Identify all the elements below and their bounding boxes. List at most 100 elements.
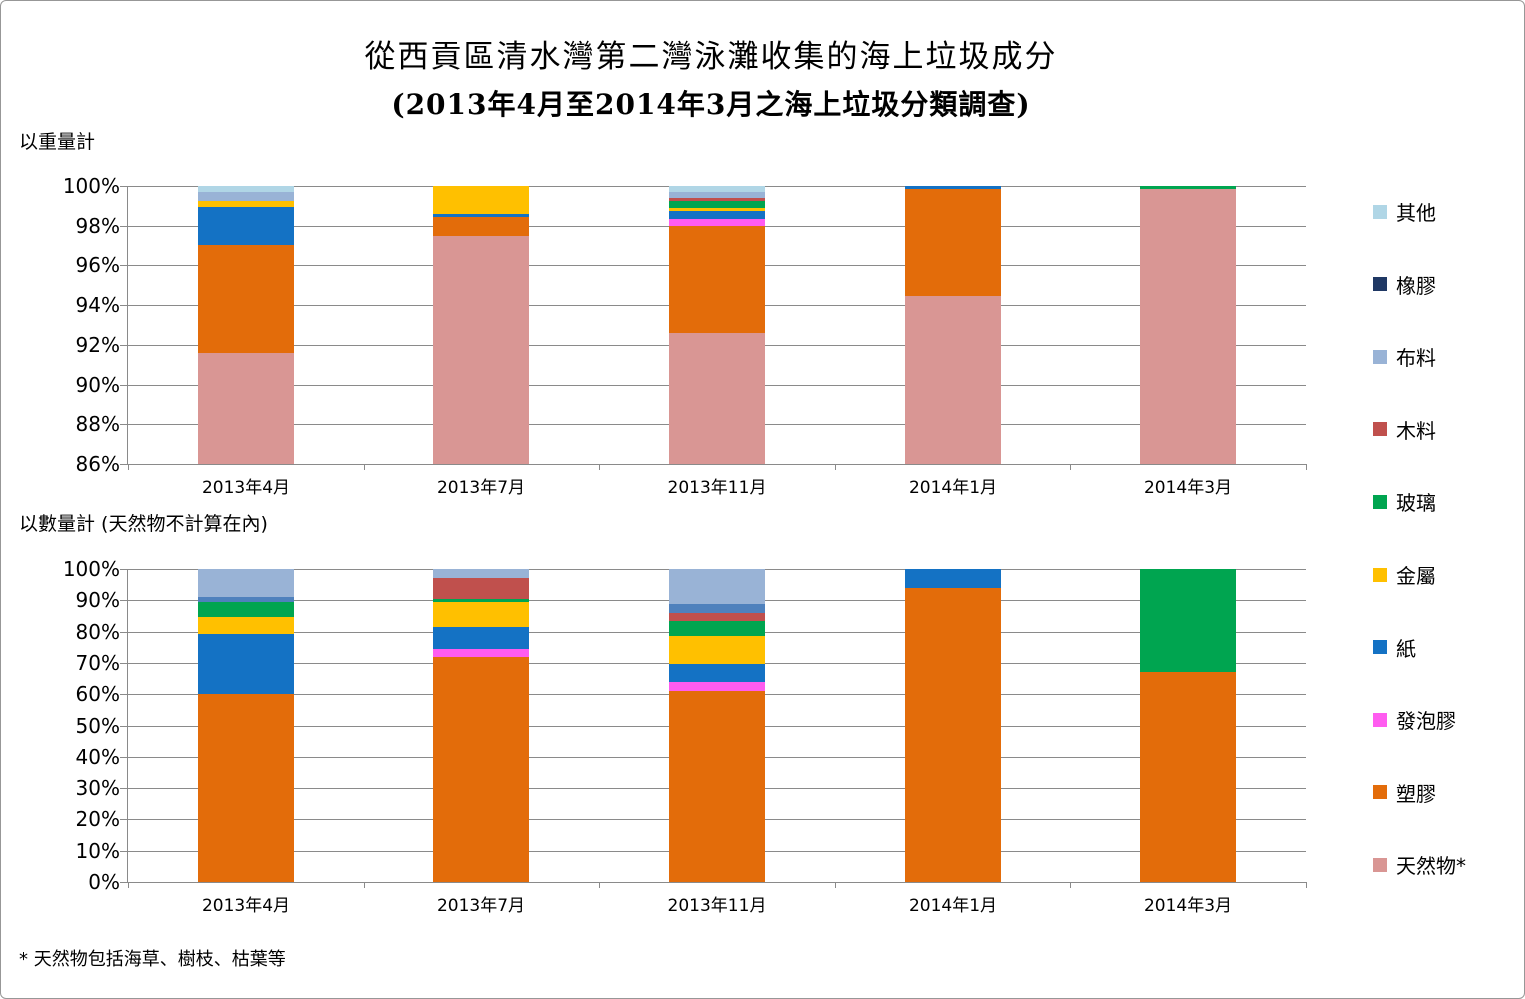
bar-segment-橡膠 <box>198 597 294 602</box>
legend-label: 塑膠 <box>1396 781 1436 806</box>
page-title: 從西貢區清水灣第二灣泳灘收集的海上垃圾成分 <box>364 39 1058 75</box>
y-axis-tick <box>120 424 128 425</box>
legend-item-塑膠: 塑膠 <box>1373 778 1436 807</box>
bar-segment-塑膠 <box>905 188 1001 297</box>
bar-segment-金屬 <box>198 200 294 207</box>
y-axis-label: 80% <box>75 620 120 644</box>
bar-segment-發泡膠 <box>669 682 765 692</box>
y-axis-tick <box>120 385 128 386</box>
legend-label: 發泡膠 <box>1396 709 1456 734</box>
x-axis-tick <box>1070 464 1071 470</box>
legend-swatch <box>1373 712 1387 727</box>
y-axis-tick <box>120 600 128 601</box>
x-axis-label: 2013年4月 <box>201 896 291 916</box>
gridline <box>128 464 1306 465</box>
legend-label: 金屬 <box>1396 564 1436 588</box>
bar-segment-紙 <box>198 633 294 695</box>
legend-label: 布料 <box>1396 346 1436 371</box>
bar-segment-天然物* <box>198 352 294 464</box>
bar-segment-其他 <box>669 186 765 192</box>
y-axis-label: 92% <box>75 333 120 357</box>
x-axis-label: 2013年7月 <box>436 478 526 498</box>
bar-segment-木料 <box>669 197 765 201</box>
bar-segment-金屬 <box>433 186 529 214</box>
y-axis-label: 70% <box>75 651 120 675</box>
legend-swatch <box>1373 422 1387 437</box>
bar-segment-金屬 <box>669 207 765 211</box>
x-axis-tick <box>1306 464 1307 470</box>
bar-segment-木料 <box>433 578 529 600</box>
legend-label: 其他 <box>1396 201 1436 225</box>
bar-segment-玻璃 <box>198 601 294 618</box>
x-axis-label: 2013年11月 <box>667 478 767 498</box>
bar-segment-塑膠 <box>433 657 529 882</box>
legend-label: 天然物* <box>1396 854 1466 879</box>
y-axis-tick <box>120 726 128 727</box>
bar-segment-塑膠 <box>198 244 294 353</box>
bar-segment-金屬 <box>669 635 765 665</box>
legend-item-金屬: 金屬 <box>1373 560 1436 589</box>
bar-segment-橡膠 <box>669 604 765 614</box>
y-axis-tick <box>120 345 128 346</box>
y-axis-label: 96% <box>75 253 120 277</box>
section-label-by-weight: 以重量計 <box>19 131 96 153</box>
bar-segment-天然物* <box>433 235 529 464</box>
x-axis-tick <box>599 464 600 470</box>
legend-item-天然物*: 天然物* <box>1373 850 1466 879</box>
x-axis-tick <box>835 882 836 888</box>
legend-item-布料: 布料 <box>1373 342 1436 371</box>
bar-segment-紙 <box>433 213 529 217</box>
y-axis-label: 60% <box>75 682 120 706</box>
x-axis-tick <box>1070 882 1071 888</box>
bar-segment-玻璃 <box>1140 569 1236 673</box>
bar-segment-布料 <box>669 191 765 198</box>
y-axis-tick <box>120 757 128 758</box>
bar-segment-紙 <box>669 210 765 219</box>
legend-swatch <box>1373 640 1387 655</box>
legend-label: 木料 <box>1396 418 1436 443</box>
gridline <box>128 882 1306 883</box>
x-axis-tick <box>364 882 365 888</box>
y-axis-label: 98% <box>75 214 120 238</box>
legend-swatch <box>1373 785 1387 800</box>
x-axis-label: 2014年3月 <box>1143 478 1233 498</box>
x-axis-label: 2014年1月 <box>908 896 998 916</box>
y-axis-label: 86% <box>75 452 120 476</box>
y-axis-tick <box>120 663 128 664</box>
bar-segment-天然物* <box>905 296 1001 464</box>
bar-segment-金屬 <box>433 602 529 627</box>
x-axis-label: 2014年1月 <box>908 478 998 498</box>
x-axis-label: 2014年3月 <box>1143 896 1233 916</box>
bar-segment-紙 <box>198 206 294 245</box>
legend-label: 玻璃 <box>1396 491 1436 516</box>
bar-segment-玻璃 <box>669 620 765 636</box>
x-axis-tick <box>835 464 836 470</box>
y-axis-tick <box>120 305 128 306</box>
legend-item-橡膠: 橡膠 <box>1373 270 1436 299</box>
section-label-by-count: 以數量計 (天然物不計算在內) <box>19 513 268 535</box>
x-axis-tick <box>128 464 129 470</box>
legend-item-其他: 其他 <box>1373 197 1436 226</box>
y-axis-tick <box>120 186 128 187</box>
bar-segment-塑膠 <box>433 216 529 236</box>
legend-swatch <box>1373 204 1387 219</box>
bar-segment-玻璃 <box>1140 186 1236 189</box>
y-axis-tick <box>120 694 128 695</box>
by-weight-chart: 86% 88% 90% 92% 94% 96% 98% 100% 2013年4月 2013年7月 2… <box>63 176 1307 498</box>
legend-item-玻璃: 玻璃 <box>1373 487 1436 516</box>
bar-segment-紙 <box>905 569 1001 588</box>
legend-swatch <box>1373 857 1387 872</box>
bar-segment-木料 <box>669 613 765 621</box>
y-axis-tick <box>120 265 128 266</box>
y-axis-label: 90% <box>75 373 120 397</box>
bar-segment-發泡膠 <box>669 218 765 226</box>
bar-segment-天然物* <box>669 332 765 464</box>
y-axis-tick <box>120 464 128 465</box>
bar-segment-紙 <box>433 626 529 650</box>
x-axis-tick <box>128 882 129 888</box>
bar-segment-布料 <box>433 569 529 579</box>
x-axis-label: 2013年4月 <box>201 478 291 498</box>
bar-segment-塑膠 <box>669 691 765 882</box>
legend: 其他 橡膠 布料 木料 玻璃 金屬紙發泡膠 塑膠 天然物* <box>1373 1 1513 998</box>
y-axis-tick <box>120 851 128 852</box>
